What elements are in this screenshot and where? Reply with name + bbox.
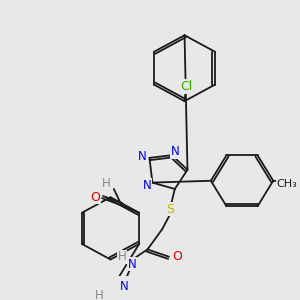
Text: O: O	[172, 250, 182, 263]
Text: H: H	[94, 289, 103, 300]
Text: H: H	[118, 250, 127, 263]
Text: N: N	[138, 151, 147, 164]
Text: N: N	[128, 257, 136, 271]
Text: H: H	[102, 177, 110, 190]
Text: N: N	[170, 145, 179, 158]
Text: CH₃: CH₃	[277, 178, 297, 188]
Text: N: N	[120, 280, 128, 292]
Text: N: N	[143, 179, 152, 192]
Text: O: O	[90, 191, 100, 204]
Text: S: S	[166, 202, 174, 216]
Text: Cl: Cl	[180, 80, 193, 93]
